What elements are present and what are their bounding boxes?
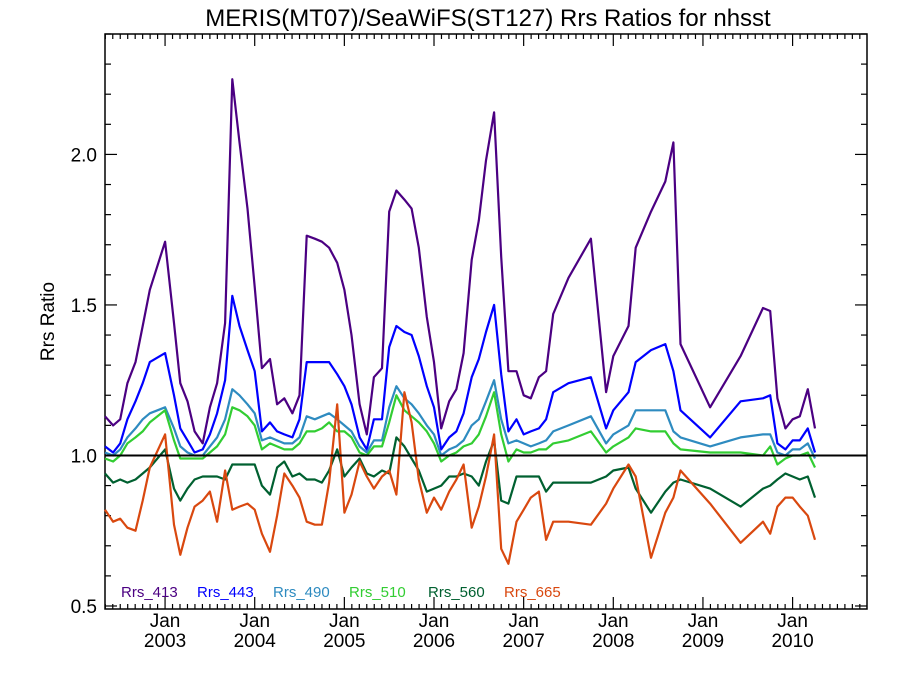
x-tick-month: Jan	[777, 611, 808, 632]
x-tick-year: 2008	[592, 631, 634, 652]
series-line-rrs-510	[104, 391, 816, 468]
y-tick-label: 1.5	[71, 296, 97, 317]
plot-area	[104, 33, 868, 610]
x-tick-month: Jan	[419, 611, 450, 632]
x-tick-month: Jan	[150, 611, 181, 632]
legend-item-rrs-413: Rrs_413	[121, 584, 178, 601]
x-tick-year: 2006	[413, 631, 455, 652]
x-tick-year: 2003	[144, 631, 186, 652]
x-tick-year: 2004	[234, 631, 277, 652]
legend-item-rrs-665: Rrs_665	[504, 584, 561, 601]
legend-item-rrs-560: Rrs_560	[428, 584, 485, 601]
x-tick-year: 2007	[503, 631, 545, 652]
x-tick-month: Jan	[598, 611, 629, 632]
series-line-rrs-443	[104, 294, 817, 454]
x-tick-month: Jan	[688, 611, 719, 632]
legend-item-rrs-490: Rrs_490	[273, 584, 330, 601]
x-tick-year: 2005	[323, 631, 365, 652]
y-tick-label: 0.5	[71, 597, 97, 618]
series-line-rrs-490	[104, 379, 816, 459]
x-tick-month: Jan	[239, 611, 270, 632]
y-axis-label: Rrs Ratio	[38, 282, 59, 361]
y-tick-label: 1.0	[71, 446, 97, 467]
axis-ticks	[104, 33, 867, 609]
legend: Rrs_413 Rrs_443 Rrs_490 Rrs_510 Rrs_560 Rrs_6…	[121, 584, 561, 601]
legend-item-rrs-510: Rrs_510	[349, 584, 406, 601]
x-tick-month: Jan	[508, 611, 539, 632]
series-group	[104, 78, 867, 565]
x-tick-year: 2010	[771, 631, 813, 652]
series-line-rrs-665	[104, 391, 817, 565]
x-tick-year: 2009	[682, 631, 724, 652]
y-tick-label: 2.0	[71, 145, 97, 166]
series-line-rrs-560	[104, 436, 817, 514]
x-tick-month: Jan	[329, 611, 360, 632]
tick-labels: 0.51.01.52.0Jan2003Jan2004Jan2005Jan2006…	[71, 145, 814, 652]
chart-title: MERIS(MT07)/SeaWiFS(ST127) Rrs Ratios fo…	[205, 5, 771, 32]
legend-item-rrs-443: Rrs_443	[197, 584, 254, 601]
series-line-rrs-413	[104, 78, 817, 445]
